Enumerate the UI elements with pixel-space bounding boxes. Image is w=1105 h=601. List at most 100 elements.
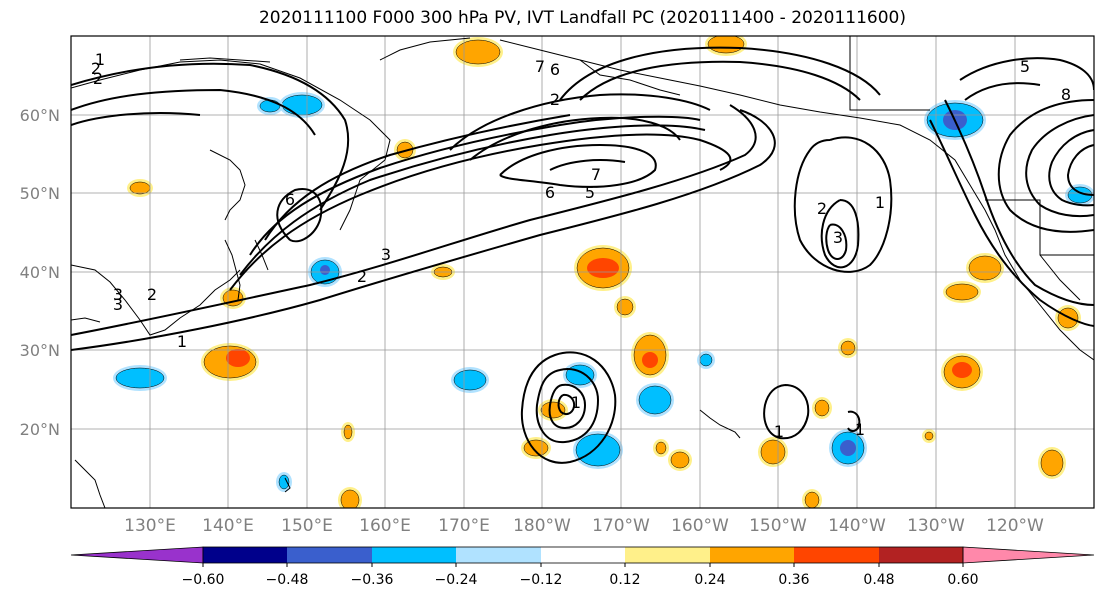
lon-label: 170°E xyxy=(438,516,490,536)
colorbar-extend-right xyxy=(962,546,1095,564)
lat-label: 60°N xyxy=(20,106,60,125)
lon-label: 180°W xyxy=(513,516,571,536)
anomaly-blob xyxy=(565,364,595,386)
contour-label: 7 xyxy=(535,57,545,76)
colorbar-frame xyxy=(202,546,964,564)
anomaly-blob xyxy=(129,181,151,195)
colorbar-tick-label: 0.12 xyxy=(609,572,640,588)
anomaly-blob-core xyxy=(952,362,972,378)
colorbar-tick-label: −0.36 xyxy=(351,572,394,588)
colorbar-segment xyxy=(879,547,963,563)
contour-label: 1 xyxy=(875,193,885,212)
colorbar-tick-label: −0.24 xyxy=(435,572,478,588)
contour-label: 1 xyxy=(855,420,865,439)
lon-label: 140°W xyxy=(828,516,886,536)
anomaly-blob xyxy=(699,353,713,367)
anomaly-blob xyxy=(343,424,353,440)
page-title: 2020111100 F000 300 hPa PV, IVT Landfall… xyxy=(258,8,906,28)
anomaly-blob xyxy=(760,439,786,465)
lon-label: 140°E xyxy=(202,516,254,536)
colorbar-tick-label: −0.48 xyxy=(266,572,309,588)
contour-label: 2 xyxy=(357,267,367,286)
colorbar-tick-label: 0.48 xyxy=(863,572,894,588)
anomaly-blob xyxy=(655,441,667,455)
contour-label: 6 xyxy=(550,60,560,79)
anomaly-blob xyxy=(638,385,672,415)
anomaly-blob xyxy=(281,94,323,116)
anomaly-blob xyxy=(670,451,690,469)
lat-label: 20°N xyxy=(20,420,60,439)
lon-label: 120°W xyxy=(986,516,1044,536)
contour-label: 2 xyxy=(91,59,101,78)
anomaly-blob xyxy=(945,283,979,301)
anomaly-blob xyxy=(540,401,566,419)
anomaly-blob-core xyxy=(587,258,619,278)
lon-label: 130°E xyxy=(124,516,176,536)
anomaly-blob xyxy=(575,433,621,467)
lon-label: 170°W xyxy=(592,516,650,536)
lon-label: 150°E xyxy=(281,516,333,536)
longitude-labels: 130°E 140°E 150°E 160°E 170°E 180°W 170°W 160°W… xyxy=(124,516,1044,536)
anomaly-blob xyxy=(804,491,820,508)
anomaly-blob xyxy=(616,298,634,316)
pv-contours xyxy=(71,46,1094,464)
lat-label: 30°N xyxy=(20,341,60,360)
colorbar-tick-label: 0.60 xyxy=(947,572,978,588)
anomaly-blob xyxy=(453,369,487,391)
contour-label: 6 xyxy=(285,190,295,209)
colorbar-segment xyxy=(710,547,794,563)
contour-label: 1 xyxy=(774,422,784,441)
anomaly-blob xyxy=(455,39,501,65)
colorbar-segment xyxy=(541,547,625,563)
colorbar-segment xyxy=(287,547,372,563)
anomaly-blob-core xyxy=(226,349,250,367)
contour-label: 2 xyxy=(147,285,157,304)
contour-label: 5 xyxy=(585,183,595,202)
colorbar-segment xyxy=(456,547,541,563)
anomaly-blob xyxy=(924,431,934,441)
contour-label: 3 xyxy=(833,228,843,247)
anomaly-blob xyxy=(968,255,1002,281)
contour-label: 2 xyxy=(817,199,827,218)
anomaly-blob xyxy=(1040,449,1064,477)
anomaly-blob-core xyxy=(320,265,330,275)
contour-label: 1 xyxy=(95,50,105,69)
anomaly-blob xyxy=(814,399,830,417)
contour-label: 5 xyxy=(1020,57,1030,76)
colorbar-segment xyxy=(794,547,879,563)
contour-label: 7 xyxy=(591,165,601,184)
lon-label: 160°E xyxy=(359,516,411,536)
contour-label: 2 xyxy=(550,90,560,109)
anomaly-blob-core xyxy=(840,440,856,456)
anomaly-blob xyxy=(115,367,165,389)
anomaly-blob xyxy=(278,474,290,490)
lon-label: 150°W xyxy=(749,516,807,536)
colorbar-segment xyxy=(372,547,456,563)
contour-label: 2 xyxy=(93,69,103,88)
colorbar-segment xyxy=(625,547,710,563)
lon-label: 130°W xyxy=(907,516,965,536)
lon-label: 160°W xyxy=(671,516,729,536)
colorbar-tick-label: 0.24 xyxy=(694,572,725,588)
colorbar-extend-left xyxy=(70,546,204,564)
colorbar-tick-label: −0.60 xyxy=(182,572,225,588)
contour-label: 6 xyxy=(545,183,555,202)
colorbar-tick-label: −0.12 xyxy=(520,572,563,588)
anomaly-blob xyxy=(523,439,549,457)
colorbar xyxy=(70,546,1095,564)
contour-label: 3 xyxy=(113,295,123,314)
lat-label: 40°N xyxy=(20,263,60,282)
colorbar-segment xyxy=(203,547,287,563)
lat-label: 50°N xyxy=(20,184,60,203)
colorbar-tick-labels: −0.60 −0.48 −0.36 −0.24 −0.12 0.12 0.24 0.36 0.4… xyxy=(182,563,979,588)
colorbar-tick-label: 0.36 xyxy=(778,572,809,588)
anomaly-blob xyxy=(840,340,856,356)
contour-label: 3 xyxy=(381,245,391,264)
latitude-labels: 60°N 50°N 40°N 30°N 20°N xyxy=(20,106,60,439)
contour-label: 1 xyxy=(177,332,187,351)
anomaly-blob-core xyxy=(642,352,658,368)
anomaly-blob xyxy=(707,36,745,54)
map-frame xyxy=(70,35,1095,509)
